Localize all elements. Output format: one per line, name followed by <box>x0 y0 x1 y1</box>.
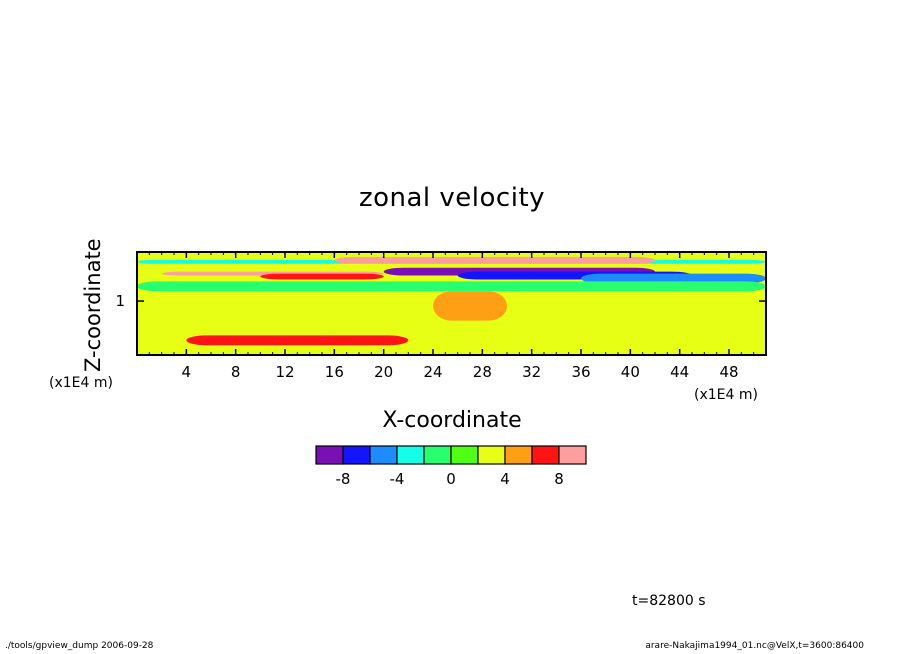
x-tick-label: 48 <box>719 363 738 381</box>
colorbar-tick-label: -4 <box>390 470 405 488</box>
x-tick-label: 40 <box>621 363 640 381</box>
contour-region <box>260 273 384 280</box>
plot-frame <box>136 251 767 356</box>
footer-left: ./tools/gpview_dump 2006-09-28 <box>5 641 154 651</box>
colorbar-swatch <box>477 445 506 465</box>
x-tick-label: 20 <box>374 363 393 381</box>
x-tick-label: 24 <box>423 363 442 381</box>
x-tick-label: 32 <box>522 363 541 381</box>
colorbar-swatch <box>423 445 452 465</box>
x-tick-label: 4 <box>182 363 192 381</box>
x-tick-label: 44 <box>670 363 689 381</box>
contour-region <box>186 335 409 346</box>
contour-region <box>433 291 507 321</box>
x-axis: 4 8 12 16 20 24 28 32 36 40 44 48 <box>148 252 755 381</box>
colorbar-swatch <box>531 445 560 465</box>
chart-title: zonal velocity <box>358 183 546 213</box>
colorbar-swatch <box>369 445 398 465</box>
colorbar-swatch <box>342 445 371 465</box>
contour-region <box>137 281 766 292</box>
y-axis-unit: (x1E4 m) <box>49 375 113 391</box>
x-tick-label: 12 <box>275 363 294 381</box>
time-label: t=82800 s <box>632 593 706 609</box>
x-tick-label: 16 <box>325 363 344 381</box>
colorbar-tick-label: -8 <box>336 470 351 488</box>
x-tick-label: 8 <box>231 363 241 381</box>
x-tick-label: 36 <box>571 363 590 381</box>
y-axis-label: Z-coordinate <box>81 238 105 372</box>
x-tick-label: 28 <box>473 363 492 381</box>
x-axis-unit: (x1E4 m) <box>694 387 758 403</box>
colorbar-swatch <box>558 445 587 465</box>
y-tick-label: 1 <box>115 292 125 310</box>
colorbar: -8 -4 0 4 8 <box>315 445 587 488</box>
colorbar-tick-label: 4 <box>500 470 510 488</box>
colorbar-tick-label: 8 <box>554 470 564 488</box>
x-axis-label: X-coordinate <box>382 408 522 433</box>
colorbar-swatch <box>315 445 344 465</box>
colorbar-swatch <box>504 445 533 465</box>
contour-region <box>334 256 655 264</box>
contour-region <box>581 273 766 284</box>
colorbar-tick-label: 0 <box>446 470 456 488</box>
colorbar-swatch <box>396 445 425 465</box>
y-axis: 1 <box>115 292 766 310</box>
colorbar-swatch <box>450 445 479 465</box>
velocity-field <box>137 252 766 355</box>
footer-right: arare-Nakajima1994_01.nc@VelX,t=3600:864… <box>645 641 864 651</box>
